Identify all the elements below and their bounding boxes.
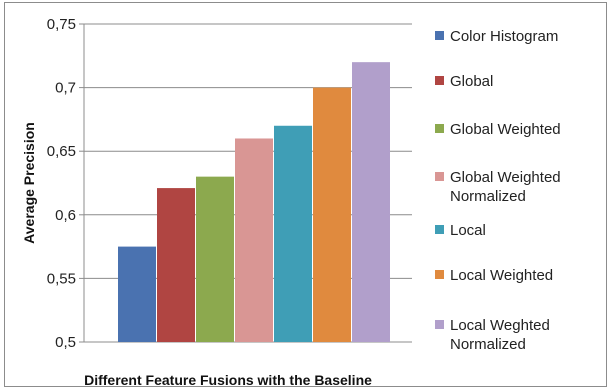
bar-6 [313, 87, 351, 342]
legend-label-7: Local Weghted [450, 317, 550, 334]
bar-1 [118, 246, 156, 342]
bar-3 [196, 176, 234, 342]
legend-label-2: Global [450, 73, 493, 90]
y-tick-label: 0,5 [55, 334, 76, 351]
x-axis-title: Different Feature Fusions with the Basel… [84, 372, 372, 388]
y-axis-title: Average Precision [21, 122, 37, 244]
bar-5 [274, 125, 312, 342]
legend-swatch-3 [435, 124, 444, 133]
bar-2 [157, 188, 195, 342]
legend-label-1: Color Histogram [450, 28, 558, 45]
legend-swatch-1 [435, 31, 444, 40]
bar-4 [235, 138, 273, 342]
legend-swatch-2 [435, 76, 444, 85]
y-tick-label: 0,65 [47, 143, 76, 160]
legend-swatch-5 [435, 225, 444, 234]
legend-label-5: Local [450, 222, 486, 239]
legend-label-4: Global Weighted [450, 169, 561, 186]
bar-7 [352, 62, 390, 342]
legend-swatch-7 [435, 320, 444, 329]
y-tick-label: 0,7 [55, 80, 76, 97]
y-tick-label: 0,55 [47, 270, 76, 287]
y-tick-label: 0,6 [55, 207, 76, 224]
legend-label-3: Global Weighted [450, 121, 561, 138]
y-tick-label: 0,75 [47, 16, 76, 33]
legend-swatch-4 [435, 172, 444, 181]
legend-label-6: Local Weighted [450, 267, 553, 284]
legend-label-4: Normalized [450, 188, 526, 205]
legend-swatch-6 [435, 270, 444, 279]
legend-label-7: Normalized [450, 336, 526, 353]
